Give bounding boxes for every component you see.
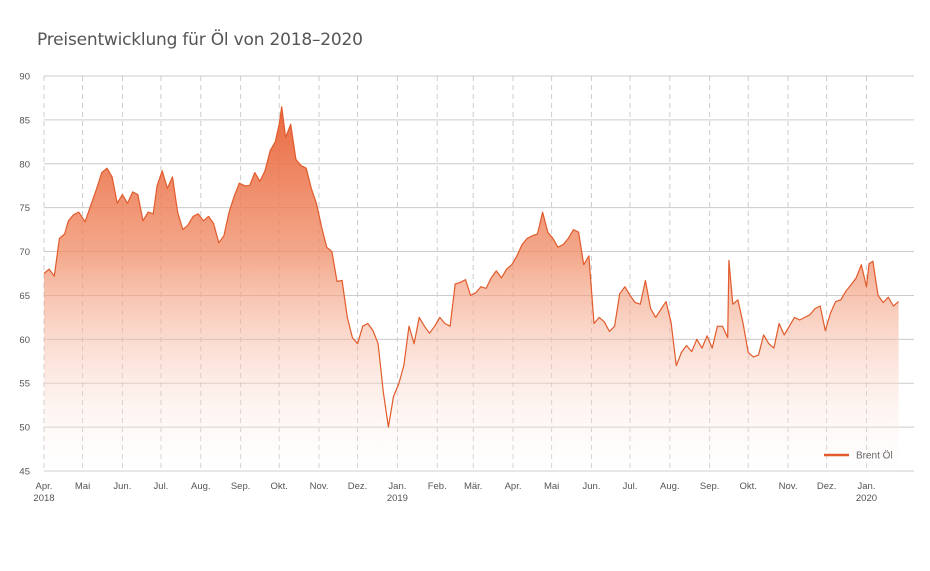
- y-tick-label: 70: [19, 247, 30, 258]
- x-tick-label: Jul.: [154, 481, 169, 492]
- x-tick-label: Jun.: [113, 481, 131, 492]
- x-tick-label: Jul.: [623, 481, 638, 492]
- y-tick-label: 60: [19, 335, 30, 346]
- x-tick-label: Nov.: [310, 481, 329, 492]
- x-tick-label: Aug.: [191, 481, 211, 492]
- x-tick-label: Sep.: [700, 481, 720, 492]
- series-area-fill: [44, 106, 899, 471]
- x-tick-label: Mai: [544, 481, 559, 492]
- y-tick-label: 65: [19, 291, 30, 302]
- y-tick-label: 85: [19, 115, 30, 126]
- x-tick-label: Sep.: [231, 481, 251, 492]
- x-tick-label: Okt.: [740, 481, 757, 492]
- x-tick-label: Jan.: [857, 481, 875, 492]
- y-tick-label: 75: [19, 203, 30, 214]
- x-tick-label: Apr.: [505, 481, 522, 492]
- series-line: [43, 106, 899, 428]
- x-tick-label: Okt.: [270, 481, 287, 492]
- y-tick-label: 45: [19, 467, 30, 478]
- x-tick-label: Dez.: [348, 481, 368, 492]
- x-tick-label: Mai: [75, 481, 90, 492]
- x-tick-label: Aug.: [660, 481, 680, 492]
- x-tick-label: Jan.: [388, 481, 406, 492]
- x-tick-label: Feb.: [428, 481, 447, 492]
- chart-title: Preisentwicklung für Öl von 2018–2020: [37, 30, 363, 50]
- x-tick-year-label: 2020: [856, 493, 877, 504]
- x-tick-label: Nov.: [779, 481, 798, 492]
- x-tick-year-label: 2019: [387, 493, 408, 504]
- y-tick-label: 50: [19, 423, 30, 434]
- series-area: [43, 106, 899, 471]
- y-tick-label: 90: [19, 72, 30, 83]
- legend: Brent Öl: [824, 450, 893, 462]
- x-tick-label: Mär.: [464, 481, 482, 492]
- x-tick-label: Apr.: [36, 481, 53, 492]
- y-axis-tick-labels: 45 50 55 60 65 70 75 80 85 90: [19, 72, 30, 478]
- x-tick-label: Jun.: [582, 481, 600, 492]
- legend-label: Brent Öl: [856, 450, 893, 462]
- x-tick-label: Dez.: [817, 481, 837, 492]
- x-tick-year-label: 2018: [33, 493, 54, 504]
- y-tick-label: 80: [19, 159, 30, 170]
- y-tick-label: 55: [19, 379, 30, 390]
